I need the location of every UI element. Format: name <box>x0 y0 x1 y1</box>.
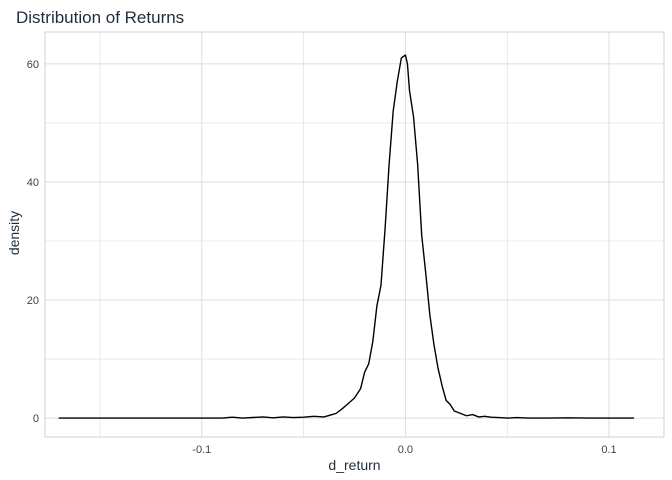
panel-border <box>44 31 665 438</box>
x-tick-label: -0.1 <box>192 444 211 456</box>
density-line <box>58 54 635 419</box>
y-tick-label: 20 <box>27 295 39 307</box>
y-tick-label: 40 <box>27 177 39 189</box>
y-tick-labels: 0 20 40 60 <box>27 59 39 425</box>
y-tick-label: 0 <box>33 413 39 425</box>
x-tick-label: 0.0 <box>398 444 413 456</box>
x-tick-labels: -0.1 0.0 0.1 <box>192 444 616 456</box>
chart-title: Distribution of Returns <box>16 8 184 27</box>
y-tick-label: 60 <box>27 59 39 71</box>
x-axis-title: d_return <box>328 457 380 473</box>
y-axis-title: density <box>6 211 22 255</box>
x-tick-label: 0.1 <box>601 444 616 456</box>
